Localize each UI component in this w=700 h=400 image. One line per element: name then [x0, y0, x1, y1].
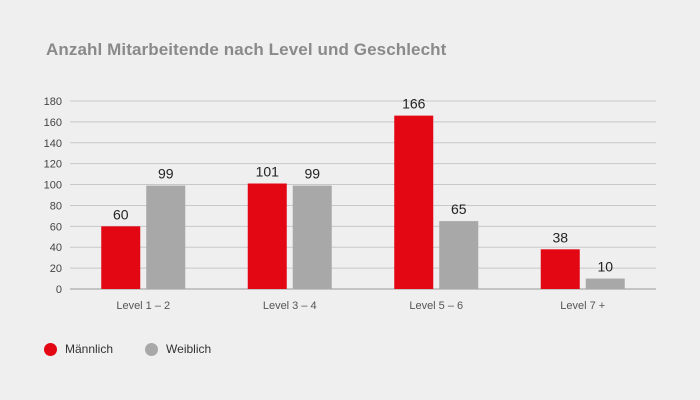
- legend-label-weiblich: Weiblich: [166, 342, 212, 356]
- bar-weiblich: [439, 221, 479, 289]
- legend-swatch-maennlich: [44, 342, 57, 356]
- bar-weiblich: [146, 185, 186, 289]
- y-tick-label: 140: [44, 138, 62, 150]
- y-tick-label: 20: [50, 263, 62, 275]
- legend-swatch-weiblich: [145, 342, 159, 356]
- y-tick-label: 60: [50, 221, 62, 233]
- data-label: 38: [552, 229, 568, 245]
- data-label: 101: [256, 164, 280, 180]
- chart-title: Anzahl Mitarbeitende nach Level und Gesc…: [46, 40, 447, 59]
- data-label: 60: [113, 206, 129, 222]
- data-label: 10: [597, 259, 613, 275]
- data-label: 166: [402, 96, 426, 112]
- x-tick-label: Level 3 – 4: [263, 300, 317, 312]
- y-tick-label: 100: [44, 180, 62, 192]
- legend-item-weiblich: Weiblich: [145, 342, 211, 356]
- x-tick-label: Level 7 +: [560, 300, 605, 312]
- y-tick-label: 160: [44, 117, 62, 129]
- y-tick-label: 0: [56, 284, 62, 296]
- data-label: 65: [451, 201, 467, 217]
- bar-maennlich: [101, 226, 141, 289]
- bar-weiblich: [585, 278, 625, 289]
- legend-label-maennlich: Männlich: [65, 342, 114, 356]
- y-tick-label: 40: [50, 242, 62, 254]
- data-label: 99: [158, 166, 174, 182]
- x-tick-label: Level 5 – 6: [409, 300, 463, 312]
- y-tick-label: 180: [44, 96, 62, 108]
- bar-maennlich: [247, 183, 287, 289]
- bar-maennlich: [394, 115, 434, 289]
- legend: Männlich Weiblich: [44, 342, 211, 356]
- y-tick-label: 80: [50, 200, 62, 212]
- legend-item-maennlich: Männlich: [44, 342, 113, 356]
- bar-weiblich: [292, 185, 332, 289]
- x-tick-label: Level 1 – 2: [116, 300, 170, 312]
- bar-maennlich: [540, 249, 580, 289]
- y-tick-label: 120: [44, 159, 62, 171]
- data-label: 99: [304, 166, 320, 182]
